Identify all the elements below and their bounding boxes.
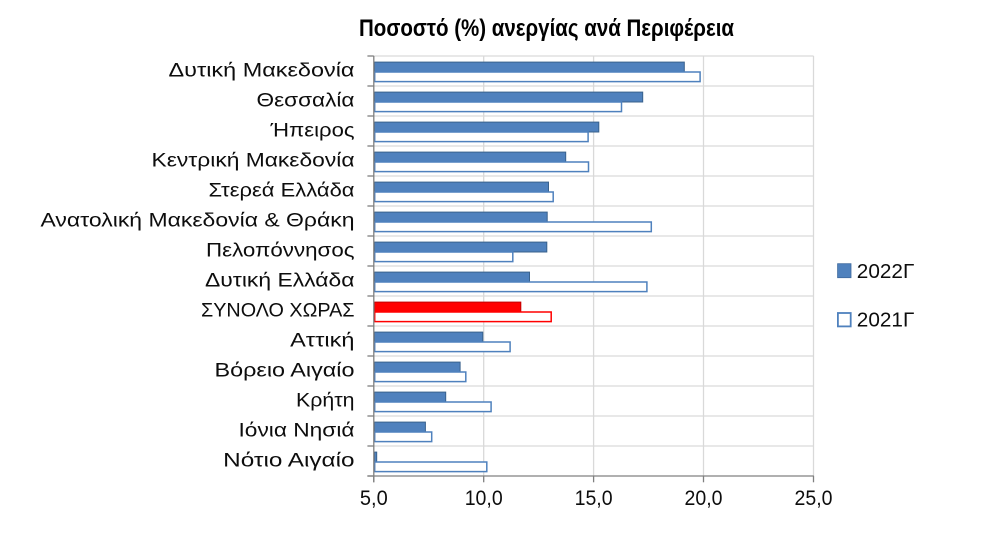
svg-text:Στερεά Ελλάδα: Στερεά Ελλάδα (209, 179, 355, 201)
svg-text:5,0: 5,0 (360, 486, 388, 510)
svg-text:Κεντρική Μακεδονία: Κεντρική Μακεδονία (152, 149, 355, 171)
svg-text:Βόρειο Αιγαίο: Βόρειο Αιγαίο (215, 359, 355, 381)
svg-text:20,0: 20,0 (685, 486, 723, 510)
svg-text:Αττική: Αττική (290, 329, 354, 351)
svg-text:Ήπειρος: Ήπειρος (269, 119, 354, 141)
svg-text:15,0: 15,0 (575, 486, 613, 510)
svg-text:Πελοπόννησος: Πελοπόννησος (206, 239, 355, 261)
svg-text:Ποσοστό (%) ανεργίας ανά Περιφ: Ποσοστό (%) ανεργίας ανά Περιφέρεια (359, 15, 734, 42)
svg-text:25,0: 25,0 (795, 486, 833, 510)
svg-text:Κρήτη: Κρήτη (296, 389, 355, 411)
svg-text:ΣΥΝΟΛΟ ΧΩΡΑΣ: ΣΥΝΟΛΟ ΧΩΡΑΣ (201, 299, 355, 321)
svg-text:Νότιο Αιγαίο: Νότιο Αιγαίο (223, 449, 354, 471)
svg-text:Ιόνια Νησιά: Ιόνια Νησιά (239, 419, 355, 441)
svg-text:Ανατολική Μακεδονία & Θράκη: Ανατολική Μακεδονία & Θράκη (41, 209, 355, 231)
svg-text:2022Γ: 2022Γ (857, 260, 915, 283)
svg-text:Δυτική Ελλάδα: Δυτική Ελλάδα (205, 269, 355, 291)
svg-text:2021Γ: 2021Γ (857, 309, 915, 332)
svg-text:Θεσσαλία: Θεσσαλία (257, 89, 355, 111)
svg-text:Δυτική Μακεδονία: Δυτική Μακεδονία (169, 59, 355, 81)
svg-text:10,0: 10,0 (465, 486, 503, 510)
